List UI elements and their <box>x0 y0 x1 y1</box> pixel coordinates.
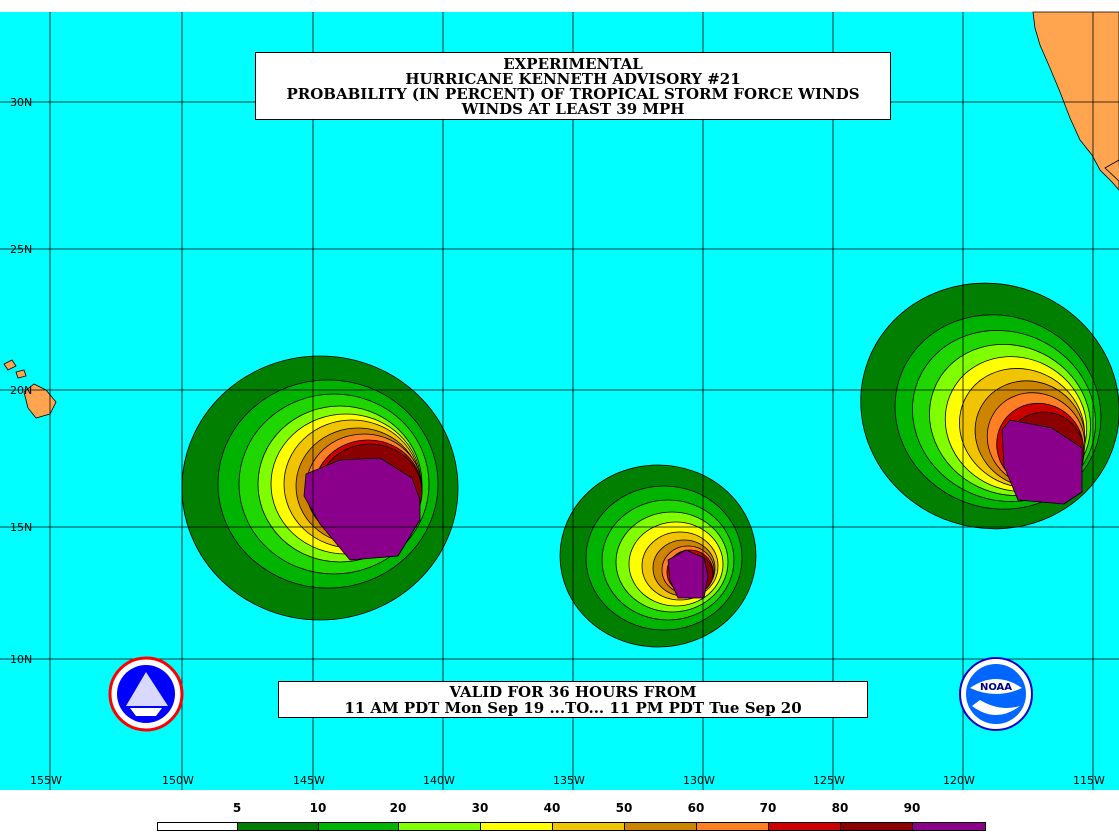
legend-label: 60 <box>687 801 705 815</box>
legend-label: 10 <box>309 801 327 815</box>
lon-label: 155W <box>30 774 62 787</box>
legend-label: 50 <box>615 801 633 815</box>
core-east <box>1001 419 1083 505</box>
legend-label: 20 <box>389 801 407 815</box>
lon-label: 135W <box>553 774 585 787</box>
legend-swatch <box>481 823 553 830</box>
legend-swatch <box>399 823 481 830</box>
noaa-logo-text: NOAA <box>980 682 1012 693</box>
valid-line-1: VALID FOR 36 HOURS FROM <box>449 683 697 701</box>
lon-label: 140W <box>423 774 455 787</box>
lon-label: 145W <box>293 774 325 787</box>
legend-swatch <box>697 823 769 830</box>
title-line-2: HURRICANE KENNETH ADVISORY #21 <box>405 70 741 88</box>
land-mexico <box>1032 11 1119 191</box>
probability-area-center <box>559 464 757 648</box>
probability-area-west <box>181 355 459 621</box>
title-line-4: WINDS AT LEAST 39 MPH <box>461 100 685 118</box>
core-west <box>303 457 421 561</box>
lon-label: 115W <box>1073 774 1105 787</box>
legend-label: 5 <box>232 801 242 815</box>
title-line-1: EXPERIMENTAL <box>503 55 643 73</box>
legend-label: 30 <box>471 801 489 815</box>
legend-label: 90 <box>903 801 921 815</box>
valid-line-2: 11 AM PDT Mon Sep 19 ...TO... 11 PM PDT … <box>344 699 802 717</box>
legend-swatch <box>238 823 319 830</box>
land-hawaii <box>3 359 57 419</box>
title-line-3: PROBABILITY (IN PERCENT) OF TROPICAL STO… <box>286 85 860 103</box>
nws-logo <box>108 656 184 732</box>
probability-area-east <box>860 282 1119 530</box>
legend-swatch <box>625 823 697 830</box>
legend-label: 80 <box>831 801 849 815</box>
longitude-labels: 155W 150W 145W 140W 135W 130W 125W 120W … <box>30 774 1105 787</box>
lon-label: 120W <box>943 774 975 787</box>
lat-label: 30N <box>10 96 32 109</box>
legend-label: 70 <box>759 801 777 815</box>
lat-label: 20N <box>10 384 32 397</box>
legend-color-bar <box>157 822 986 831</box>
noaa-logo: NOAA <box>959 657 1033 731</box>
lat-label: 10N <box>10 653 32 666</box>
legend-swatch <box>841 823 913 830</box>
title-box: EXPERIMENTAL HURRICANE KENNETH ADVISORY … <box>255 52 891 120</box>
core-center <box>667 549 709 599</box>
latitude-labels: 30N 25N 20N 15N 10N <box>10 96 32 666</box>
legend-swatch <box>553 823 625 830</box>
lon-label: 150W <box>162 774 194 787</box>
grid <box>0 12 1119 790</box>
lon-label: 125W <box>813 774 845 787</box>
legend-label: 40 <box>543 801 561 815</box>
legend-swatch <box>319 823 399 830</box>
lon-label: 130W <box>683 774 715 787</box>
lat-label: 15N <box>10 521 32 534</box>
valid-period-box: VALID FOR 36 HOURS FROM 11 AM PDT Mon Se… <box>278 681 868 718</box>
lat-label: 25N <box>10 243 32 256</box>
legend-swatch <box>913 823 985 830</box>
legend-swatch <box>158 823 238 830</box>
legend-swatch <box>769 823 841 830</box>
